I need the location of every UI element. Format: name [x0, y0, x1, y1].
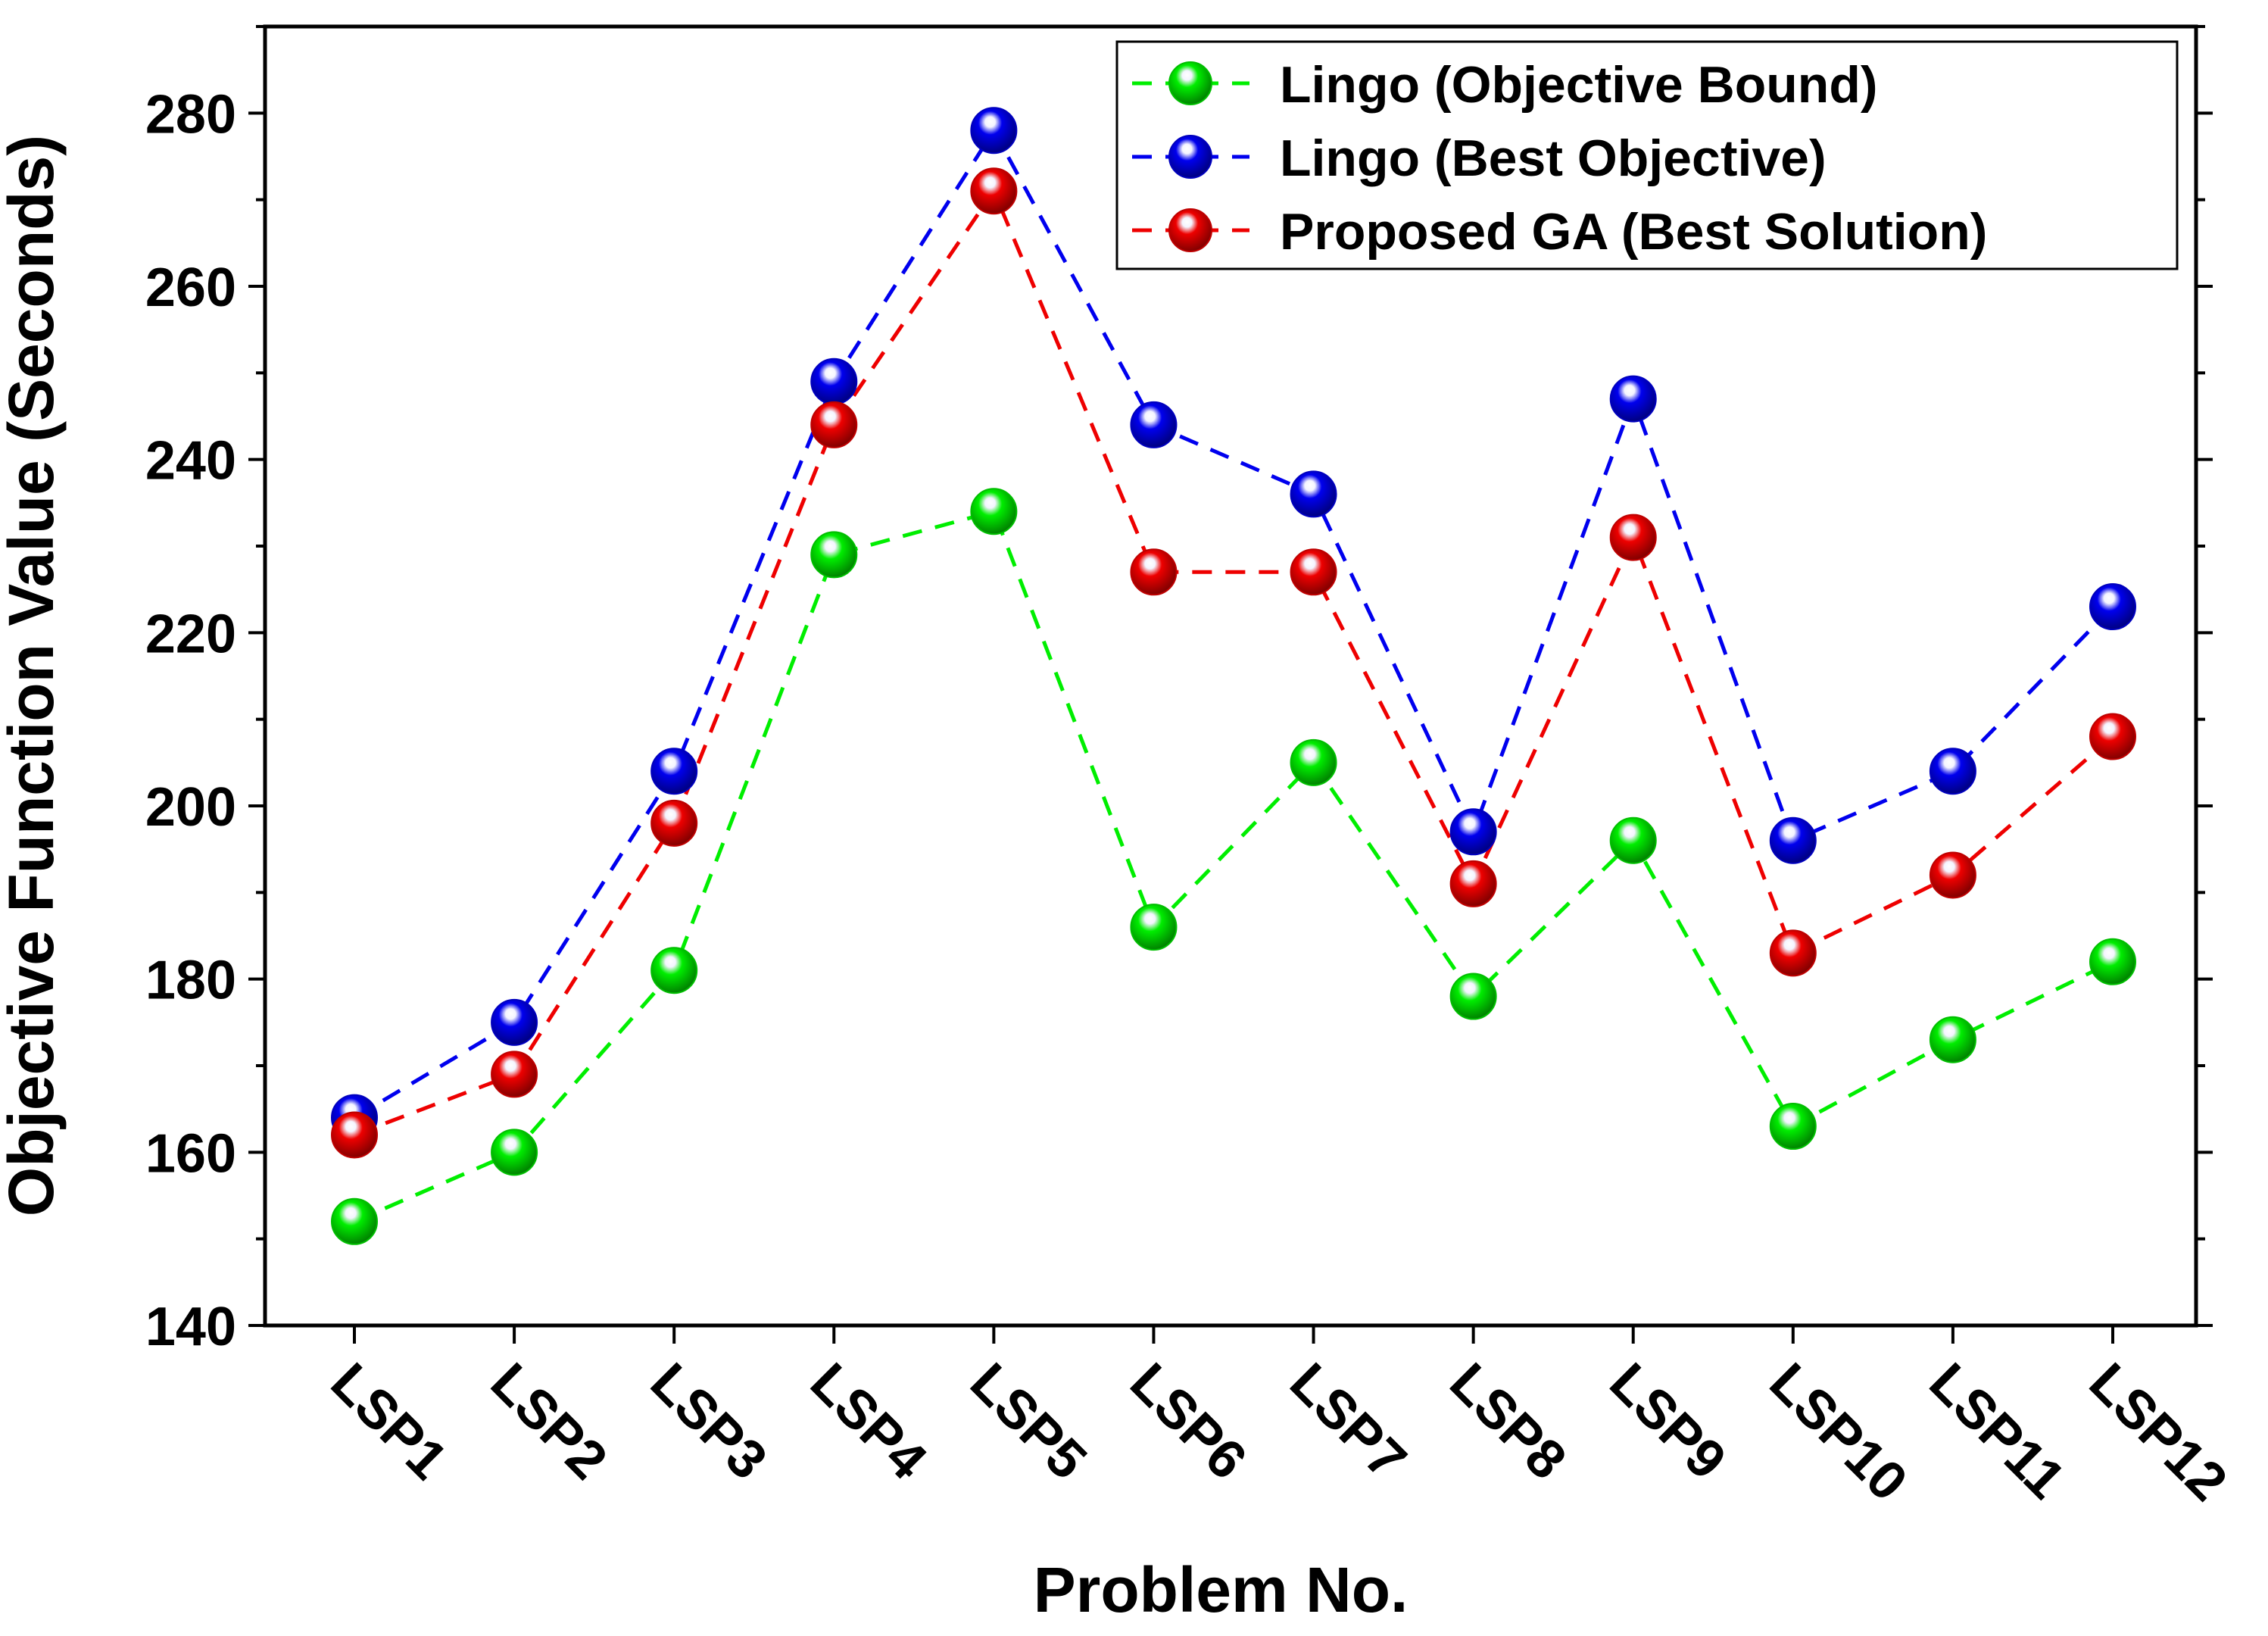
- data-point: [650, 799, 698, 847]
- x-tick-label: LSP5: [959, 1352, 1098, 1491]
- y-tick-label: 240: [145, 431, 236, 492]
- data-point: [1769, 929, 1817, 977]
- data-point: [650, 947, 698, 994]
- legend-label: Lingo (Best Objective): [1280, 130, 1827, 187]
- data-point: [1449, 860, 1497, 907]
- data-point: [1130, 904, 1178, 951]
- y-tick-label: 140: [145, 1297, 236, 1357]
- y-tick-label: 220: [145, 604, 236, 664]
- x-tick-label: LSP4: [799, 1352, 938, 1491]
- data-point: [2089, 583, 2136, 631]
- data-point: [1769, 1103, 1817, 1151]
- legend-marker: [1168, 61, 1212, 105]
- data-point: [331, 1197, 378, 1245]
- data-point: [1609, 375, 1657, 423]
- legend: Lingo (Objective Bound) Lingo (Best Objec…: [1115, 40, 2179, 270]
- x-tick-label: LSP9: [1598, 1352, 1737, 1491]
- series-line: [354, 509, 2114, 1224]
- axis-ticks: [248, 25, 2213, 1344]
- x-tick-label: LSP11: [1918, 1352, 2076, 1510]
- data-point: [1290, 738, 1337, 786]
- x-tick-label: LSP8: [1438, 1352, 1577, 1491]
- data-point: [2089, 713, 2136, 760]
- data-point: [491, 1129, 538, 1176]
- data-point: [1929, 851, 1976, 899]
- x-tick-label: LSP6: [1118, 1352, 1258, 1491]
- data-point: [1769, 816, 1817, 864]
- data-point: [650, 748, 698, 795]
- x-axis-label: Problem No.: [1034, 1554, 1409, 1625]
- data-point: [491, 1051, 538, 1098]
- data-point: [2089, 938, 2136, 985]
- data-point: [970, 107, 1018, 155]
- data-point: [970, 488, 1018, 535]
- data-point: [1290, 470, 1337, 518]
- data-point: [1130, 401, 1178, 448]
- data-point: [1609, 816, 1657, 864]
- y-tick-label: 280: [145, 84, 236, 145]
- series-line: [353, 126, 2114, 1119]
- data-point: [1130, 548, 1178, 596]
- y-tick-label: 260: [145, 258, 236, 318]
- series-lines: [353, 126, 2114, 1224]
- data-point: [810, 531, 858, 579]
- x-tick-label: LSP1: [320, 1352, 459, 1491]
- x-tick-label: LSP12: [2078, 1352, 2238, 1513]
- series-markers: [331, 107, 2136, 1245]
- data-point: [1929, 748, 1976, 795]
- legend-label: Lingo (Objective Bound): [1280, 56, 1878, 114]
- tick-labels: 140 160 180 200 220 240 260 280 LSP1 LSP2 LSP3 LSP4…: [145, 84, 2238, 1513]
- legend-label: Proposed GA (Best Solution): [1280, 203, 1987, 261]
- x-tick-label: LSP2: [479, 1352, 619, 1491]
- legend-marker: [1168, 135, 1212, 179]
- data-point: [970, 167, 1018, 215]
- x-tick-label: LSP7: [1278, 1352, 1418, 1491]
- legend-marker: [1168, 208, 1212, 252]
- data-point: [491, 998, 538, 1046]
- x-tick-label: LSP10: [1758, 1352, 1919, 1513]
- legend-box: [1115, 40, 2179, 270]
- y-tick-label: 200: [145, 777, 236, 838]
- y-tick-label: 160: [145, 1123, 236, 1184]
- x-tick-label: LSP3: [639, 1352, 778, 1491]
- y-axis-label: Objective Function Value (Seconds): [0, 135, 67, 1216]
- y-tick-label: 180: [145, 951, 236, 1011]
- data-point: [1609, 514, 1657, 561]
- data-point: [810, 357, 858, 405]
- series-line: [354, 186, 2114, 1137]
- data-point: [1929, 1016, 1976, 1063]
- data-point: [810, 401, 858, 448]
- data-point: [331, 1111, 378, 1159]
- data-point: [1449, 973, 1497, 1020]
- plot-frame: [263, 24, 2198, 1328]
- data-point: [1449, 808, 1497, 856]
- data-point: [1290, 548, 1337, 596]
